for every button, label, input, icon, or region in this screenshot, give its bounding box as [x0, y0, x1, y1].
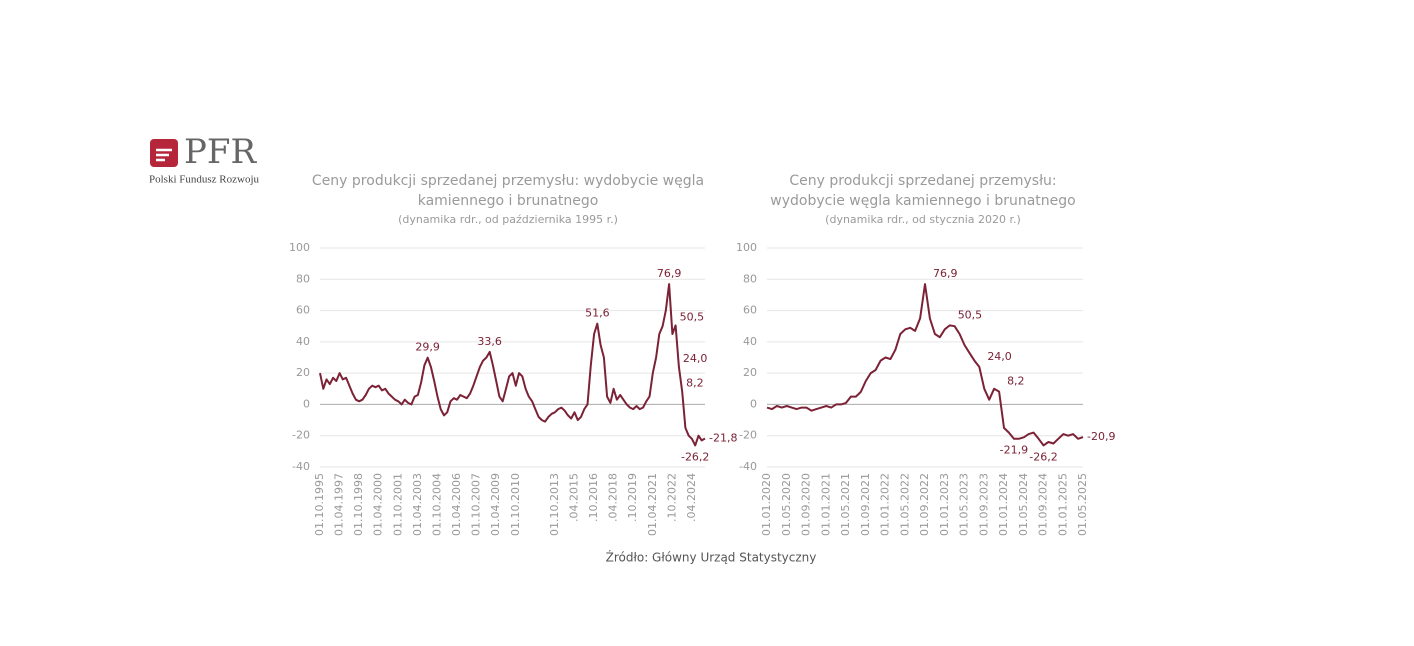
data-label: 50,5	[958, 308, 983, 321]
chart-title: Ceny produkcji sprzedanej przemysłu:	[789, 173, 1056, 189]
logo-mark: PFR	[184, 132, 257, 172]
x-tick-label: 01.04.1997	[333, 473, 346, 536]
data-line	[766, 283, 1084, 447]
x-tick-label: 01.05.2023	[958, 473, 971, 536]
x-tick-label: 01.09.2024	[1037, 473, 1050, 536]
data-label: 33,6	[477, 335, 502, 348]
source: Źródło: Główny Urząd Statystyczny	[606, 550, 817, 565]
data-label: -20,9	[1087, 430, 1115, 443]
data-label: 76,9	[657, 267, 682, 280]
chart-title: Ceny produkcji sprzedanej przemysłu: wyd…	[312, 173, 704, 189]
x-tick-label: 01.01.2021	[819, 473, 832, 536]
logo-name: Polski Fundusz Rozwoju	[149, 174, 260, 186]
data-label: 29,9	[415, 341, 440, 354]
y-tick-label: 40	[743, 335, 757, 348]
x-tick-label: 01.09.2020	[800, 473, 813, 536]
data-label: 50,5	[680, 310, 705, 323]
x-tick-label: 01.05.2020	[780, 473, 793, 536]
x-tick-label: 01.10.2001	[391, 473, 404, 536]
data-line	[319, 283, 706, 447]
y-tick-label: 0	[750, 397, 757, 410]
logo-icon	[150, 139, 178, 167]
x-tick-label: .04.2024	[685, 473, 698, 522]
x-tick-label: 01.05.2022	[898, 473, 911, 536]
chart-title: kamiennego i brunatnego	[418, 193, 599, 209]
y-tick-label: -20	[292, 429, 310, 442]
y-tick-label: -40	[292, 460, 310, 473]
data-label: 76,9	[933, 267, 958, 280]
x-tick-label: .10.2016	[587, 473, 600, 522]
x-tick-label: 01.04.2021	[646, 473, 659, 536]
y-tick-label: 100	[289, 241, 310, 254]
x-tick-label: 01.05.2024	[1017, 473, 1030, 536]
logo-stripes	[156, 148, 172, 162]
x-tick-label: .10.2019	[626, 473, 639, 522]
data-label: -26,2	[1029, 450, 1057, 463]
data-label: -26,2	[681, 450, 709, 463]
logo: PFR Polski Fundusz Rozwoju	[149, 132, 260, 186]
x-tick-label: 01.10.1998	[352, 473, 365, 536]
x-tick-label: .10.2022	[665, 473, 678, 522]
x-tick-label: 01.01.2025	[1056, 473, 1069, 536]
data-label: 24,0	[683, 352, 708, 365]
chart-subtitle: (dynamika rdr., od stycznia 2020 r.)	[825, 213, 1021, 226]
data-label: -21,8	[709, 432, 737, 445]
y-tick-label: 60	[743, 304, 757, 317]
chart-title: wydobycie węgla kamiennego i brunatnego	[770, 193, 1075, 209]
y-tick-label: -20	[739, 429, 757, 442]
data-label: 24,0	[987, 350, 1012, 363]
x-tick-label: 01.01.2023	[938, 473, 951, 536]
x-tick-label: 01.09.2022	[918, 473, 931, 536]
y-tick-label: 80	[743, 272, 757, 285]
x-tick-label: 01.01.2022	[879, 473, 892, 536]
x-tick-label: 01.09.2023	[977, 473, 990, 536]
x-tick-label: 01.04.2009	[489, 473, 502, 536]
x-tick-label: 01.09.2021	[859, 473, 872, 536]
data-label: 8,2	[686, 377, 704, 390]
y-tick-label: 100	[736, 241, 757, 254]
chart-subtitle: (dynamika rdr., od października 1995 r.)	[398, 213, 618, 226]
x-tick-label: .04.2018	[607, 473, 620, 522]
x-tick-label: 01.10.2004	[430, 473, 443, 536]
y-tick-label: 40	[296, 335, 310, 348]
x-tick-label: 01.05.2025	[1076, 473, 1089, 536]
y-tick-label: -40	[739, 460, 757, 473]
x-tick-label: 01.05.2021	[839, 473, 852, 536]
y-tick-label: 80	[296, 272, 310, 285]
y-tick-label: 20	[296, 366, 310, 379]
y-tick-label: 0	[303, 397, 310, 410]
x-tick-label: 01.10.2013	[548, 473, 561, 536]
x-tick-label: 01.01.2024	[997, 473, 1010, 536]
y-tick-label: 60	[296, 304, 310, 317]
x-tick-label: 01.10.2007	[470, 473, 483, 536]
x-tick-label: 01.01.2020	[760, 473, 773, 536]
data-label: 8,2	[1007, 375, 1025, 388]
x-tick-label: .04.2015	[567, 473, 580, 522]
x-tick-label: 01.04.2000	[372, 473, 385, 536]
x-tick-label: 01.04.2003	[411, 473, 424, 536]
x-tick-label: 01.10.1995	[313, 473, 326, 536]
x-tick-label: 01.10.2010	[509, 473, 522, 536]
data-label: -21,9	[1000, 444, 1028, 457]
x-tick-label: 01.04.2006	[450, 473, 463, 536]
data-label: 51,6	[585, 307, 610, 320]
y-tick-label: 20	[743, 366, 757, 379]
